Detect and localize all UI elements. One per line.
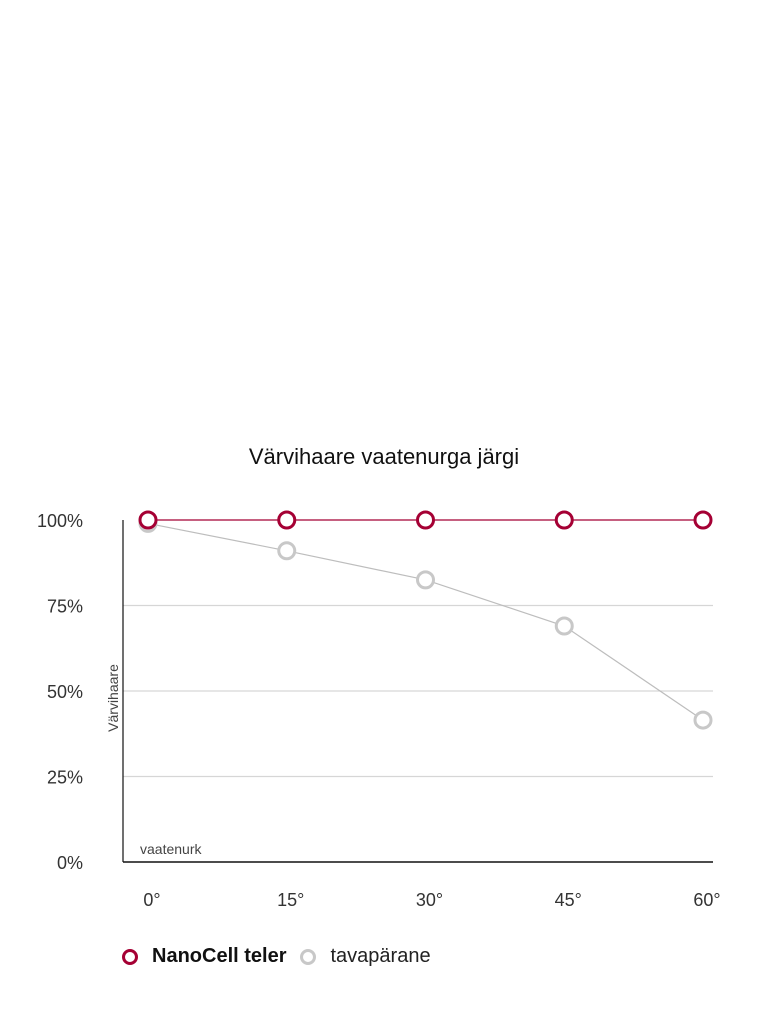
data-point-nanocell xyxy=(138,510,158,530)
legend: NanoCell teler tavapärane xyxy=(122,945,431,968)
y-tick-label: 75% xyxy=(47,597,83,617)
legend-marker-nanocell xyxy=(122,948,138,965)
x-tick-label: 0° xyxy=(143,890,160,910)
x-tick-label: 45° xyxy=(555,890,582,910)
data-point-conventional xyxy=(416,570,435,590)
legend-label-conventional: tavapärane xyxy=(330,945,431,967)
data-point-conventional xyxy=(693,710,713,730)
x-tick-label: 60° xyxy=(693,890,720,910)
y-tick-label: 50% xyxy=(47,682,83,702)
x-tick-label: 15° xyxy=(277,890,304,910)
data-point-nanocell xyxy=(277,510,297,530)
y-axis-label: Värvihaare xyxy=(105,664,121,732)
y-tick-label: 0% xyxy=(57,853,83,873)
x-tick-label: 30° xyxy=(416,890,443,910)
data-point-nanocell xyxy=(554,510,574,530)
y-tick-label: 100% xyxy=(37,511,83,531)
x-axis-label: vaatenurk xyxy=(140,841,202,857)
legend-label-nanocell: NanoCell teler xyxy=(152,945,287,967)
data-point-nanocell xyxy=(416,510,435,530)
data-point-conventional xyxy=(554,616,574,636)
data-point-nanocell xyxy=(693,510,713,530)
data-point-conventional xyxy=(277,541,297,561)
chart-title: Värvihaare vaatenurga järgi xyxy=(249,444,519,469)
y-tick-label: 25% xyxy=(47,768,83,788)
legend-marker-conventional xyxy=(300,948,317,965)
